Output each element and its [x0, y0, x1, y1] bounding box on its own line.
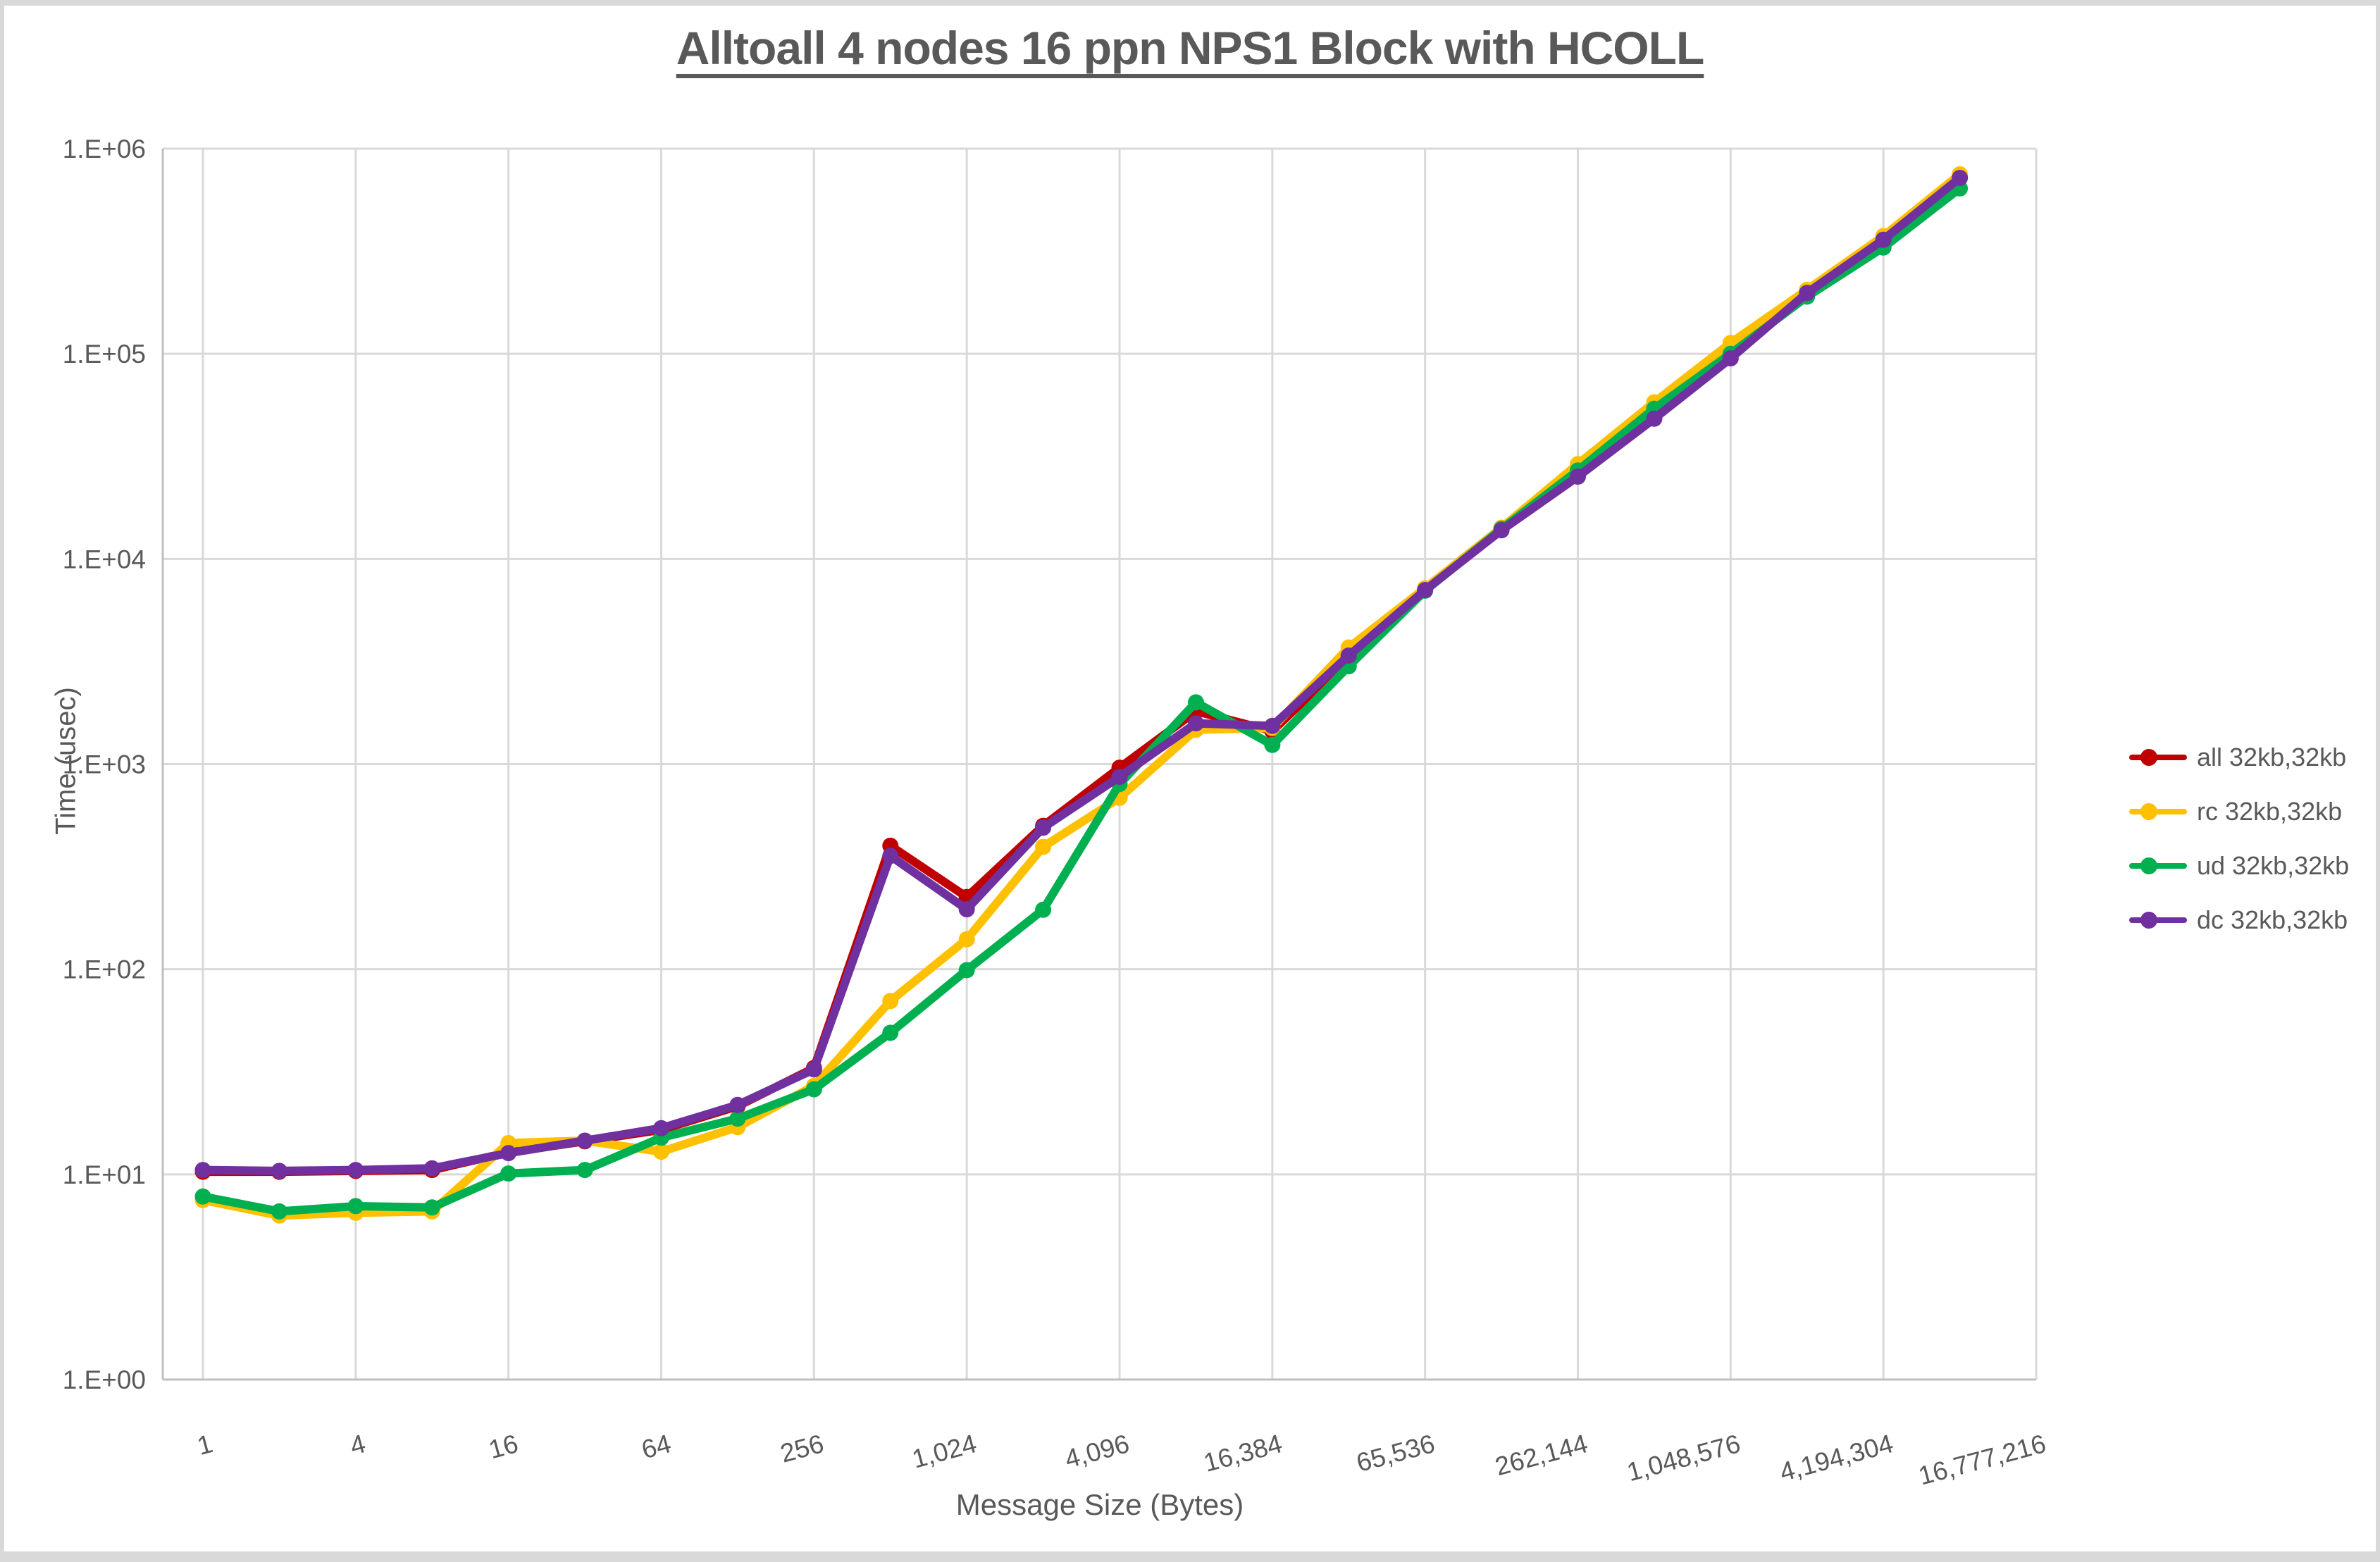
data-point: [959, 901, 975, 917]
x-tick-label: 4,096: [1062, 1429, 1132, 1474]
data-point: [653, 1143, 669, 1160]
data-point: [1494, 522, 1510, 538]
series-line-rc: [203, 174, 1960, 1215]
data-point: [806, 1061, 822, 1077]
data-point: [653, 1120, 669, 1136]
series-line-dc: [203, 178, 1960, 1171]
data-point: [1570, 469, 1586, 485]
x-tick-label: 4,194,304: [1777, 1429, 1897, 1487]
legend-marker-ud: [2129, 857, 2187, 875]
chart-container: Alltoall 4 nodes 16 ppn NPS1 Block with …: [4, 6, 2376, 1551]
svg-text:16,384: 16,384: [1201, 1429, 1285, 1477]
data-point: [882, 1024, 898, 1041]
data-point: [500, 1145, 516, 1161]
data-point: [271, 1203, 287, 1220]
svg-text:16,777,216: 16,777,216: [1916, 1429, 2049, 1491]
legend-item-ud: ud 32kb,32kb: [2129, 838, 2349, 893]
legend-label: rc 32kb,32kb: [2197, 797, 2342, 826]
data-point: [424, 1160, 440, 1177]
legend: all 32kb,32kb rc 32kb,32kb ud 32kb,32kb …: [2129, 730, 2349, 947]
data-point: [347, 1162, 364, 1178]
data-point: [271, 1163, 287, 1179]
svg-text:4,194,304: 4,194,304: [1777, 1429, 1897, 1487]
legend-label: dc 32kb,32kb: [2197, 905, 2348, 935]
y-axis-title: Time (usec): [51, 687, 82, 835]
x-tick-label: 262,144: [1492, 1429, 1591, 1481]
data-point: [1417, 582, 1433, 598]
legend-item-all: all 32kb,32kb: [2129, 730, 2349, 784]
svg-text:16: 16: [485, 1429, 521, 1464]
y-tick-label: 1.E+01: [63, 1160, 146, 1189]
svg-text:1,024: 1,024: [909, 1429, 979, 1474]
x-axis-title: Message Size (Bytes): [956, 1488, 1244, 1522]
x-tick-label: 65,536: [1353, 1429, 1438, 1477]
data-point: [1646, 411, 1662, 427]
svg-text:256: 256: [777, 1429, 826, 1468]
data-point: [1188, 715, 1204, 731]
data-point: [959, 931, 975, 948]
svg-text:4,096: 4,096: [1062, 1429, 1132, 1474]
data-point: [1264, 737, 1280, 753]
data-point: [1264, 718, 1280, 734]
y-tick-label: 1.E+00: [63, 1365, 146, 1394]
data-point: [1188, 694, 1204, 710]
svg-text:4: 4: [347, 1429, 368, 1461]
x-tick-label: 16,384: [1201, 1429, 1285, 1477]
legend-item-rc: rc 32kb,32kb: [2129, 784, 2349, 838]
data-point: [347, 1198, 364, 1214]
data-point: [959, 962, 975, 978]
series-line-all: [203, 177, 1960, 1172]
x-tick-label: 64: [638, 1429, 674, 1464]
series-line-ud: [203, 188, 1960, 1211]
svg-text:64: 64: [638, 1429, 674, 1464]
data-point: [500, 1165, 516, 1182]
data-point: [1341, 647, 1357, 664]
data-point: [195, 1189, 211, 1205]
plot-area: 1.E+001.E+011.E+021.E+031.E+041.E+051.E+…: [4, 6, 2380, 1562]
data-point: [1799, 285, 1815, 301]
y-tick-label: 1.E+05: [63, 340, 146, 368]
svg-text:262,144: 262,144: [1492, 1429, 1591, 1481]
data-point: [1952, 170, 1968, 186]
data-point: [1112, 769, 1128, 785]
data-point: [577, 1162, 593, 1178]
data-point: [1035, 838, 1051, 855]
y-tick-label: 1.E+06: [63, 135, 146, 163]
x-tick-label: 16,777,216: [1916, 1429, 2049, 1491]
data-point: [1723, 350, 1739, 366]
x-tick-label: 256: [777, 1429, 826, 1468]
x-tick-label: 1,024: [909, 1429, 979, 1474]
x-tick-label: 1,048,576: [1624, 1429, 1744, 1487]
data-point: [1035, 819, 1051, 836]
legend-marker-rc: [2129, 802, 2187, 821]
data-point: [1035, 902, 1051, 918]
x-tick-label: 16: [485, 1429, 521, 1464]
data-point: [424, 1199, 440, 1215]
x-tick-label: 1: [194, 1429, 216, 1461]
y-tick-label: 1.E+02: [63, 955, 146, 984]
legend-marker-dc: [2129, 911, 2187, 929]
data-point: [882, 993, 898, 1009]
data-point: [577, 1132, 593, 1148]
legend-label: ud 32kb,32kb: [2197, 851, 2349, 881]
x-tick-label: 4: [347, 1429, 368, 1461]
svg-text:1,048,576: 1,048,576: [1624, 1429, 1744, 1487]
data-point: [882, 848, 898, 864]
data-point: [195, 1162, 211, 1178]
svg-text:65,536: 65,536: [1353, 1429, 1438, 1477]
data-point: [806, 1081, 822, 1098]
data-point: [729, 1097, 745, 1113]
y-tick-label: 1.E+04: [63, 545, 146, 574]
svg-text:1: 1: [194, 1429, 216, 1461]
legend-label: all 32kb,32kb: [2197, 743, 2346, 772]
data-point: [1876, 232, 1892, 248]
legend-item-dc: dc 32kb,32kb: [2129, 893, 2349, 947]
legend-marker-all: [2129, 748, 2187, 767]
